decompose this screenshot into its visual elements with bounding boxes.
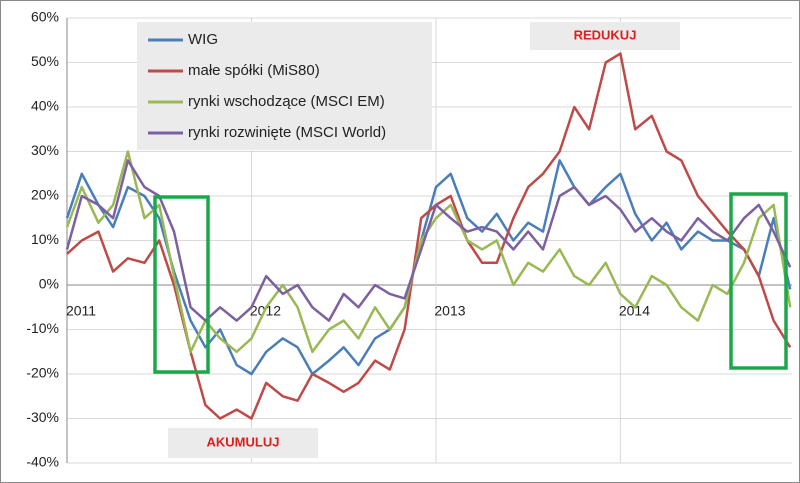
series-line [65, 159, 792, 322]
y-tick-label: 10% [31, 231, 59, 247]
highlight-box [729, 192, 788, 370]
highlight-box [153, 195, 210, 374]
legend-label: małe spółki (MiS80) [188, 62, 320, 79]
legend-label: rynki rozwinięte (MSCI World) [188, 124, 386, 141]
y-tick-label: -40% [26, 454, 59, 470]
legend-label: WIG [188, 31, 218, 48]
y-tick-label: -30% [26, 409, 59, 425]
legend-label: rynki wschodzące (MSCI EM) [188, 93, 385, 110]
y-tick-label: 60% [31, 9, 59, 25]
x-tick-label: 2011 [66, 303, 96, 319]
y-tick-label: 20% [31, 187, 59, 203]
annotation-box [168, 428, 318, 458]
annotation: AKUMULUJ [207, 434, 280, 449]
y-tick-label: 30% [31, 142, 59, 158]
x-tick-label: 2014 [619, 303, 650, 319]
y-tick-label: -20% [26, 365, 59, 381]
annotation: REDUKUJ [574, 27, 637, 42]
y-tick-label: 40% [31, 98, 59, 114]
y-tick-label: 50% [31, 53, 59, 69]
y-tick-label: -10% [26, 320, 59, 336]
annotation-box [530, 22, 680, 50]
x-tick-label: 2013 [434, 303, 465, 319]
series-line [65, 159, 792, 376]
y-tick-label: 0% [39, 276, 59, 292]
legend-box [137, 22, 432, 150]
